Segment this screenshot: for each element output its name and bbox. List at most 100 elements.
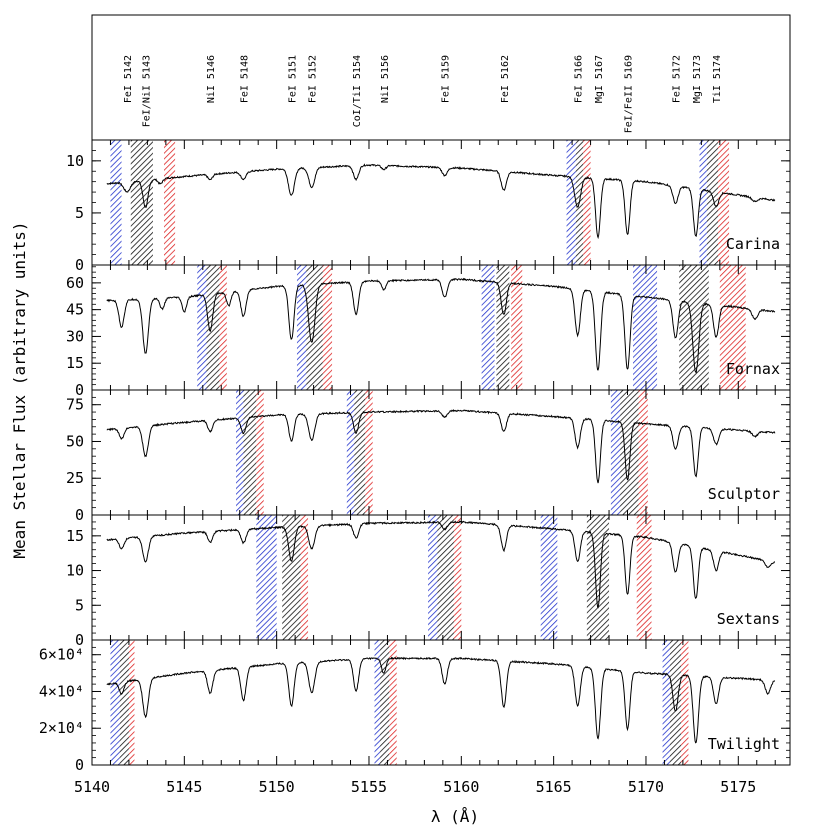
band-black: [437, 515, 454, 640]
spectrum-line: [106, 656, 776, 744]
band-red: [717, 140, 730, 265]
band-red: [453, 515, 462, 640]
x-axis: 5140 5145 5150 5155 5160 5165 5170 5175: [74, 778, 756, 796]
y-tick-label: 5: [75, 204, 84, 222]
band-black: [130, 140, 153, 265]
band-blue: [633, 265, 658, 390]
y-tick-label: 4×10⁴: [39, 682, 84, 700]
band-red: [583, 140, 591, 265]
panel-sextans: 0 5 10 15 Sextans: [66, 514, 791, 649]
band-blue: [374, 640, 381, 765]
y-tick-label: 10: [66, 152, 84, 170]
band-blue: [236, 390, 244, 515]
line-label: NiI 5146: [206, 55, 217, 103]
line-label: FeI 5172: [672, 55, 683, 103]
band-black: [620, 390, 639, 515]
panel-twilight: 0 2×10⁴ 4×10⁴ 6×10⁴ Twilight: [39, 639, 791, 774]
panel-name: Sculptor: [708, 485, 780, 503]
line-label: CoI/TiI 5154: [352, 55, 363, 127]
x-tick-label: 5150: [259, 778, 295, 796]
spectrum-line: [106, 163, 776, 240]
y-tick-label: 30: [66, 327, 84, 345]
line-label: FeI 5148: [239, 55, 250, 103]
x-tick-label: 5175: [720, 778, 756, 796]
line-labels: FeI 5142 FeI/NiI 5143 NiI 5146 FeI 5148 FeI …: [91, 14, 791, 141]
band-red: [719, 265, 746, 390]
panel-name: Sextans: [717, 610, 780, 628]
band-red: [322, 265, 333, 390]
panel-frame: [91, 639, 791, 766]
x-tick-label: 5170: [628, 778, 664, 796]
line-label: MgI 5173: [692, 55, 703, 103]
panel-carina: 0 5 10 Carina: [66, 139, 791, 274]
panel-name: Twilight: [708, 735, 780, 753]
panel-frame: [91, 389, 791, 516]
panel-fornax: 0 15 30 45 60 Fornax: [66, 264, 791, 399]
band-blue: [610, 390, 621, 515]
y-tick-label: 45: [66, 301, 84, 319]
band-blue: [110, 640, 120, 765]
x-tick-label: 5155: [351, 778, 387, 796]
y-tick-label: 0: [75, 756, 84, 774]
band-blue: [566, 140, 576, 265]
x-tick-label: 5145: [166, 778, 202, 796]
band-red: [219, 265, 227, 390]
spectrum-line: [106, 520, 776, 609]
band-blue: [428, 515, 438, 640]
line-label: FeI 5142: [123, 55, 134, 103]
band-red: [365, 390, 373, 515]
band-black: [669, 640, 682, 765]
band-blue: [481, 265, 495, 390]
band-red: [638, 390, 648, 515]
panel-frame: [91, 139, 791, 266]
spectrum-line: [106, 277, 776, 374]
line-label: FeI 5151: [287, 55, 298, 103]
line-label: FeI 5162: [500, 55, 511, 103]
panel-sculptor: 0 25 50 75 Sculptor: [66, 389, 791, 524]
band-blue: [346, 390, 355, 515]
y-tick-label: 15: [66, 527, 84, 545]
band-blue: [699, 140, 707, 265]
band-black: [706, 140, 718, 265]
band-blue: [197, 265, 207, 390]
band-red: [389, 640, 397, 765]
line-label: TiI 5174: [712, 55, 723, 103]
y-tick-label: 60: [66, 274, 84, 292]
line-label: FeI/NiI 5143: [142, 55, 153, 127]
y-tick-label: 25: [66, 469, 84, 487]
band-black: [496, 265, 510, 390]
band-blue: [540, 515, 558, 640]
band-black: [119, 640, 129, 765]
line-label: MgI 5167: [594, 55, 605, 103]
y-tick-label: 0: [75, 381, 84, 399]
band-blue: [296, 265, 307, 390]
y-tick-label: 0: [75, 631, 84, 649]
x-tick-label: 5140: [74, 778, 110, 796]
line-label: FeI/FeII 5169: [624, 55, 635, 133]
band-red: [636, 515, 652, 640]
line-label: NiI 5156: [380, 55, 391, 103]
band-black: [243, 390, 257, 515]
x-tick-label: 5165: [536, 778, 572, 796]
y-tick-label: 6×10⁴: [39, 646, 84, 664]
y-tick-label: 0: [75, 506, 84, 524]
panels: 0510Carina015304560Fornax0255075Sculptor…: [39, 139, 791, 774]
y-tick-label: 10: [66, 562, 84, 580]
y-tick-label: 50: [66, 432, 84, 450]
line-label: FeI 5166: [574, 55, 585, 103]
band-black: [586, 515, 610, 640]
band-black: [679, 265, 709, 390]
panel-name: Fornax: [726, 360, 780, 378]
band-red: [128, 640, 135, 765]
band-black: [354, 390, 366, 515]
y-tick-label: 0: [75, 256, 84, 274]
line-label: FeI 5152: [308, 55, 319, 103]
band-black: [206, 265, 220, 390]
band-red: [164, 140, 176, 265]
band-black: [282, 515, 301, 640]
band-red: [300, 515, 309, 640]
band-red: [511, 265, 523, 390]
band-blue: [110, 140, 122, 265]
line-label: FeI 5159: [441, 55, 452, 103]
